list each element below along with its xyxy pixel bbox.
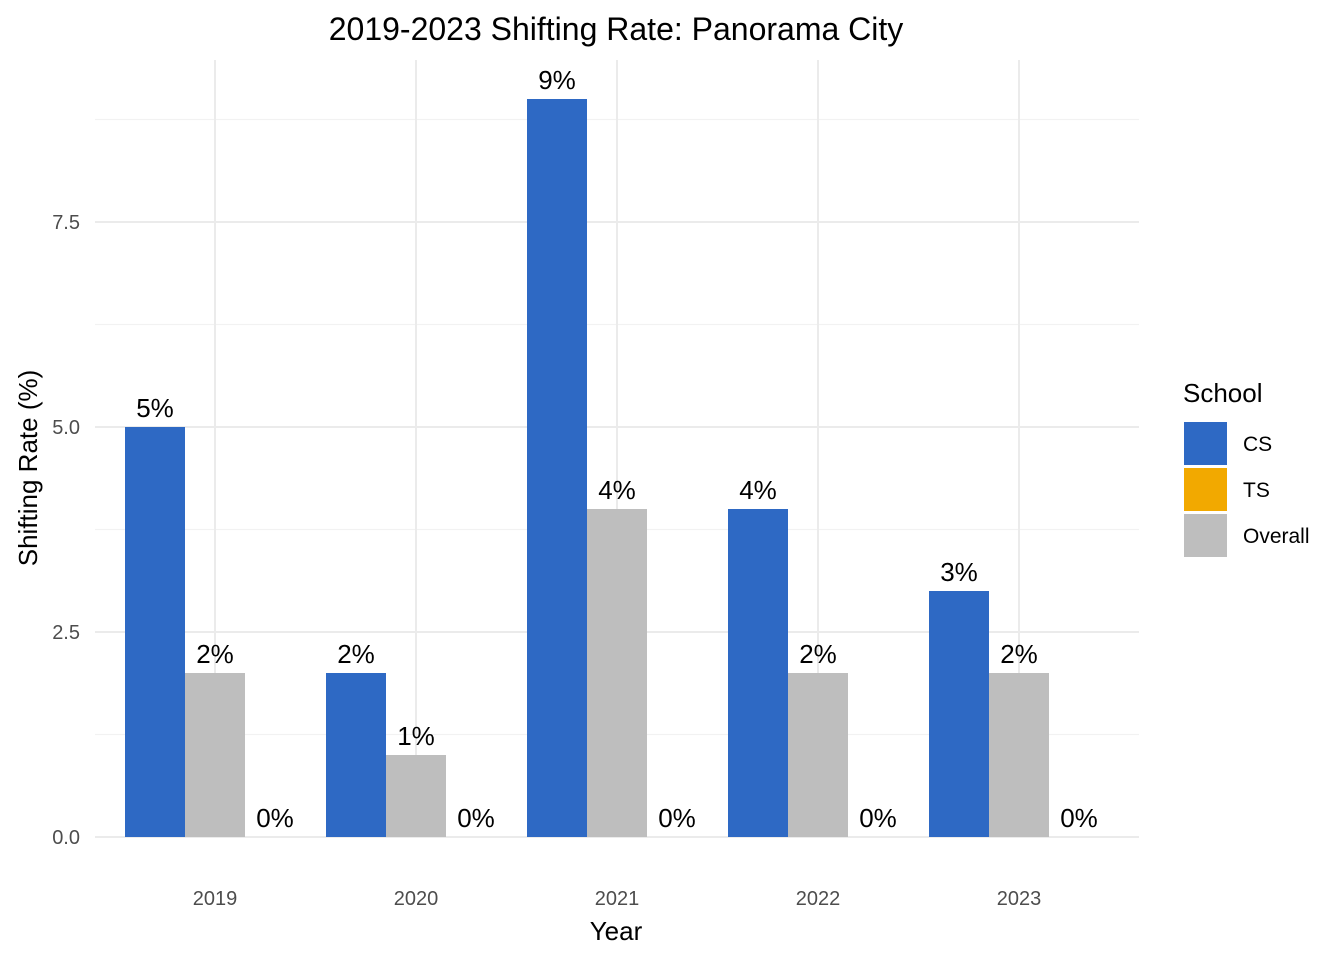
y-axis-ticks: 0.0 2.5 5.0 7.5 — [52, 212, 80, 849]
legend-key-cs — [1184, 422, 1227, 465]
legend: School CS TS Overall — [1183, 378, 1310, 557]
bar-overall-2022 — [788, 673, 848, 837]
y-tick-label: 0.0 — [52, 827, 80, 849]
bar-cs-2019 — [125, 427, 185, 837]
data-label-cs-2023: 3% — [940, 557, 978, 587]
bar-overall-2023 — [989, 673, 1049, 837]
data-label-cs-2019: 5% — [136, 393, 174, 423]
data-label-overall-2021: 4% — [598, 475, 636, 505]
data-label-overall-2022: 2% — [799, 639, 837, 669]
y-tick-label: 7.5 — [52, 212, 80, 234]
legend-label-overall: Overall — [1243, 525, 1310, 548]
bar-cs-2021 — [527, 99, 587, 837]
x-tick-label: 2019 — [193, 888, 238, 910]
legend-title: School — [1183, 378, 1263, 408]
y-tick-label: 2.5 — [52, 622, 80, 644]
data-label-ts-2019: 0% — [256, 803, 294, 833]
legend-label-ts: TS — [1243, 479, 1270, 502]
x-tick-label: 2022 — [796, 888, 841, 910]
data-labels: 5% 2% 9% 4% 3% 2% 1% 4% 2% 2% 0% 0% 0% 0% 0% — [136, 65, 1098, 833]
x-tick-label: 2021 — [595, 888, 640, 910]
data-label-ts-2021: 0% — [658, 803, 696, 833]
data-label-ts-2022: 0% — [859, 803, 897, 833]
data-label-cs-2021: 9% — [538, 65, 576, 95]
y-tick-label: 5.0 — [52, 417, 80, 439]
data-label-cs-2020: 2% — [337, 639, 375, 669]
bar-overall-2020 — [386, 755, 446, 837]
legend-key-overall — [1184, 514, 1227, 557]
bar-cs-2022 — [728, 509, 788, 837]
bar-overall-2021 — [587, 509, 647, 837]
x-axis-ticks: 2019 2020 2021 2022 2023 — [193, 888, 1042, 910]
data-label-ts-2023: 0% — [1060, 803, 1098, 833]
bar-cs-2020 — [326, 673, 386, 837]
x-tick-label: 2023 — [997, 888, 1042, 910]
data-label-overall-2019: 2% — [196, 639, 234, 669]
data-label-cs-2022: 4% — [739, 475, 777, 505]
data-label-overall-2020: 1% — [397, 721, 435, 751]
bar-overall-2019 — [185, 673, 245, 837]
bars — [125, 99, 1049, 837]
y-axis-title: Shifting Rate (%) — [13, 370, 43, 567]
data-label-ts-2020: 0% — [457, 803, 495, 833]
legend-label-cs: CS — [1243, 433, 1272, 456]
x-axis-title: Year — [590, 916, 643, 946]
x-tick-label: 2020 — [394, 888, 439, 910]
chart-title: 2019-2023 Shifting Rate: Panorama City — [329, 11, 904, 47]
legend-key-ts — [1184, 468, 1227, 511]
data-label-overall-2023: 2% — [1000, 639, 1038, 669]
bar-cs-2023 — [929, 591, 989, 837]
